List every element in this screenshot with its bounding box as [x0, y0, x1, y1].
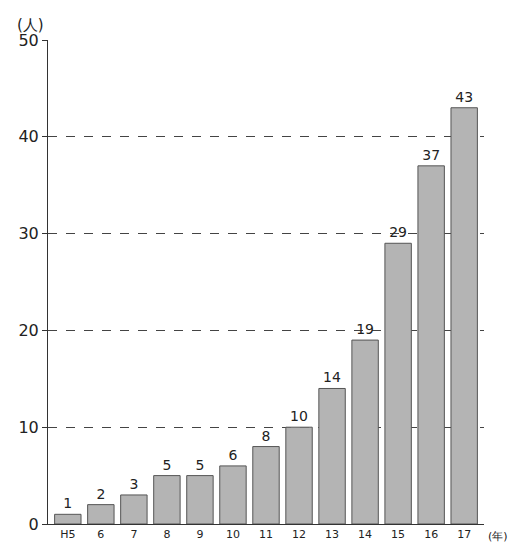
svg-text:29: 29 [389, 224, 407, 240]
svg-text:16: 16 [424, 528, 438, 541]
svg-text:1: 1 [63, 495, 72, 511]
svg-text:6: 6 [228, 447, 237, 463]
svg-text:6: 6 [97, 528, 104, 541]
svg-text:13: 13 [325, 528, 339, 541]
svg-text:3: 3 [129, 476, 138, 492]
svg-text:30: 30 [18, 224, 38, 243]
svg-text:5: 5 [195, 457, 204, 473]
svg-text:5: 5 [162, 457, 171, 473]
svg-text:15: 15 [391, 528, 405, 541]
svg-text:8: 8 [262, 428, 271, 444]
svg-text:20: 20 [18, 321, 38, 340]
svg-text:9: 9 [196, 528, 203, 541]
svg-text:11: 11 [259, 528, 273, 541]
svg-text:19: 19 [356, 321, 374, 337]
svg-text:10: 10 [18, 418, 38, 437]
svg-text:10: 10 [290, 408, 308, 424]
svg-text:50: 50 [18, 31, 38, 50]
svg-text:2: 2 [96, 486, 105, 502]
svg-text:17: 17 [457, 528, 471, 541]
svg-text:43: 43 [455, 89, 473, 105]
svg-text:0: 0 [29, 515, 39, 534]
svg-text:7: 7 [130, 528, 137, 541]
svg-text:14: 14 [323, 369, 341, 385]
svg-text:8: 8 [163, 528, 170, 541]
svg-text:(人): (人) [17, 16, 44, 34]
svg-text:(年): (年) [488, 530, 508, 543]
svg-text:40: 40 [18, 127, 38, 146]
svg-text:12: 12 [292, 528, 306, 541]
svg-text:H5: H5 [60, 528, 75, 541]
svg-text:10: 10 [226, 528, 240, 541]
svg-text:37: 37 [422, 147, 440, 163]
svg-text:14: 14 [358, 528, 372, 541]
